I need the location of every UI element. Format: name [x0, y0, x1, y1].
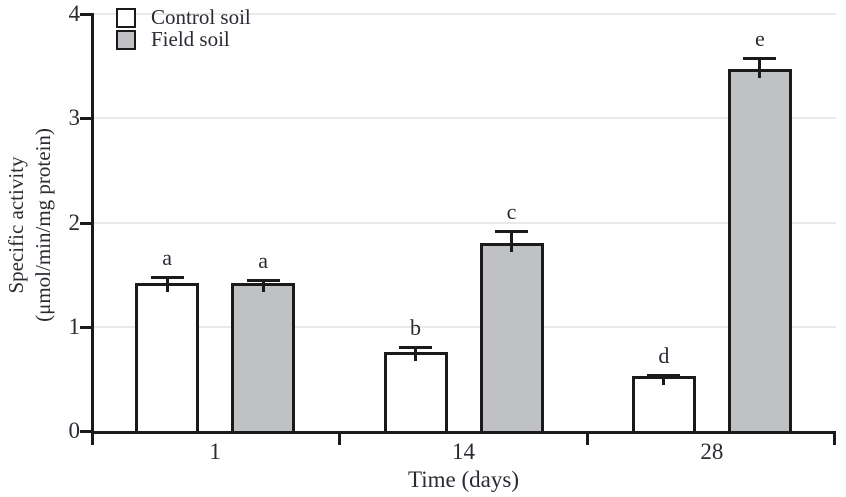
gridline-y3: [94, 117, 836, 120]
y-tick-label-3: 3: [68, 105, 81, 131]
x-tick-1: [337, 433, 341, 445]
legend-swatch-control-soil: [116, 7, 136, 28]
error-bar-cap-a: [246, 278, 280, 282]
y-axis-title-line1: Specific activity: [4, 156, 28, 294]
gridline-y1: [94, 325, 836, 328]
bar-field-soil-day1: [231, 282, 296, 434]
error-bar-line-b: [414, 345, 417, 361]
x-category-label-28: 28: [700, 439, 724, 464]
y-tick-2: [80, 221, 91, 225]
x-tick-0: [91, 433, 94, 445]
y-tick-4: [80, 13, 91, 16]
error-bar-cap-c: [495, 229, 528, 233]
y-axis-line: [91, 13, 94, 434]
significance-letter-c: c: [506, 198, 517, 224]
error-bar-line-c: [510, 229, 513, 253]
gridline-y2: [94, 221, 836, 224]
y-tick-0: [80, 430, 91, 433]
x-tick-3: [833, 433, 836, 445]
significance-letter-e: e: [754, 25, 765, 51]
error-bar-line-e: [758, 56, 762, 79]
x-axis-title: Time (days): [408, 467, 519, 492]
significance-letter-d: d: [658, 342, 670, 368]
significance-letter-a: a: [258, 247, 269, 273]
x-axis-line: [91, 431, 836, 434]
error-bar-line-a: [261, 278, 265, 292]
y-tick-label-2: 2: [68, 209, 81, 235]
legend-item-control-soil: Control soil: [116, 7, 251, 28]
y-tick-label-4: 4: [68, 1, 81, 26]
bar-field-soil-day14: [479, 243, 544, 434]
y-tick-label-0: 0: [68, 418, 81, 443]
error-bar-cap-a: [150, 275, 184, 279]
x-tick-2: [586, 433, 590, 445]
error-bar-cap-b: [399, 345, 432, 349]
x-category-label-14: 14: [452, 439, 475, 464]
legend-label-field-soil: Field soil: [151, 27, 230, 51]
x-category-label-1: 1: [209, 439, 221, 464]
error-bar-cap-e: [743, 56, 777, 60]
significance-letter-a: a: [162, 244, 173, 270]
error-bar-line-a: [165, 275, 169, 292]
legend-swatch-field-soil: [116, 29, 136, 50]
y-tick-3: [80, 117, 91, 121]
y-tick-1: [80, 325, 91, 329]
legend: Control soil Field soil: [116, 7, 251, 51]
gridline-y4: [94, 13, 836, 15]
y-tick-label-1: 1: [68, 313, 81, 339]
error-bar-line-d: [662, 373, 666, 385]
bar-control-soil-day14: [383, 351, 448, 434]
bar-control-soil-day1: [135, 282, 200, 434]
legend-item-field-soil: Field soil: [116, 29, 251, 50]
legend-label-control-soil: Control soil: [151, 5, 251, 29]
bar-field-soil-day28: [727, 69, 792, 434]
significance-letter-b: b: [410, 314, 421, 340]
error-bar-cap-d: [647, 373, 681, 377]
